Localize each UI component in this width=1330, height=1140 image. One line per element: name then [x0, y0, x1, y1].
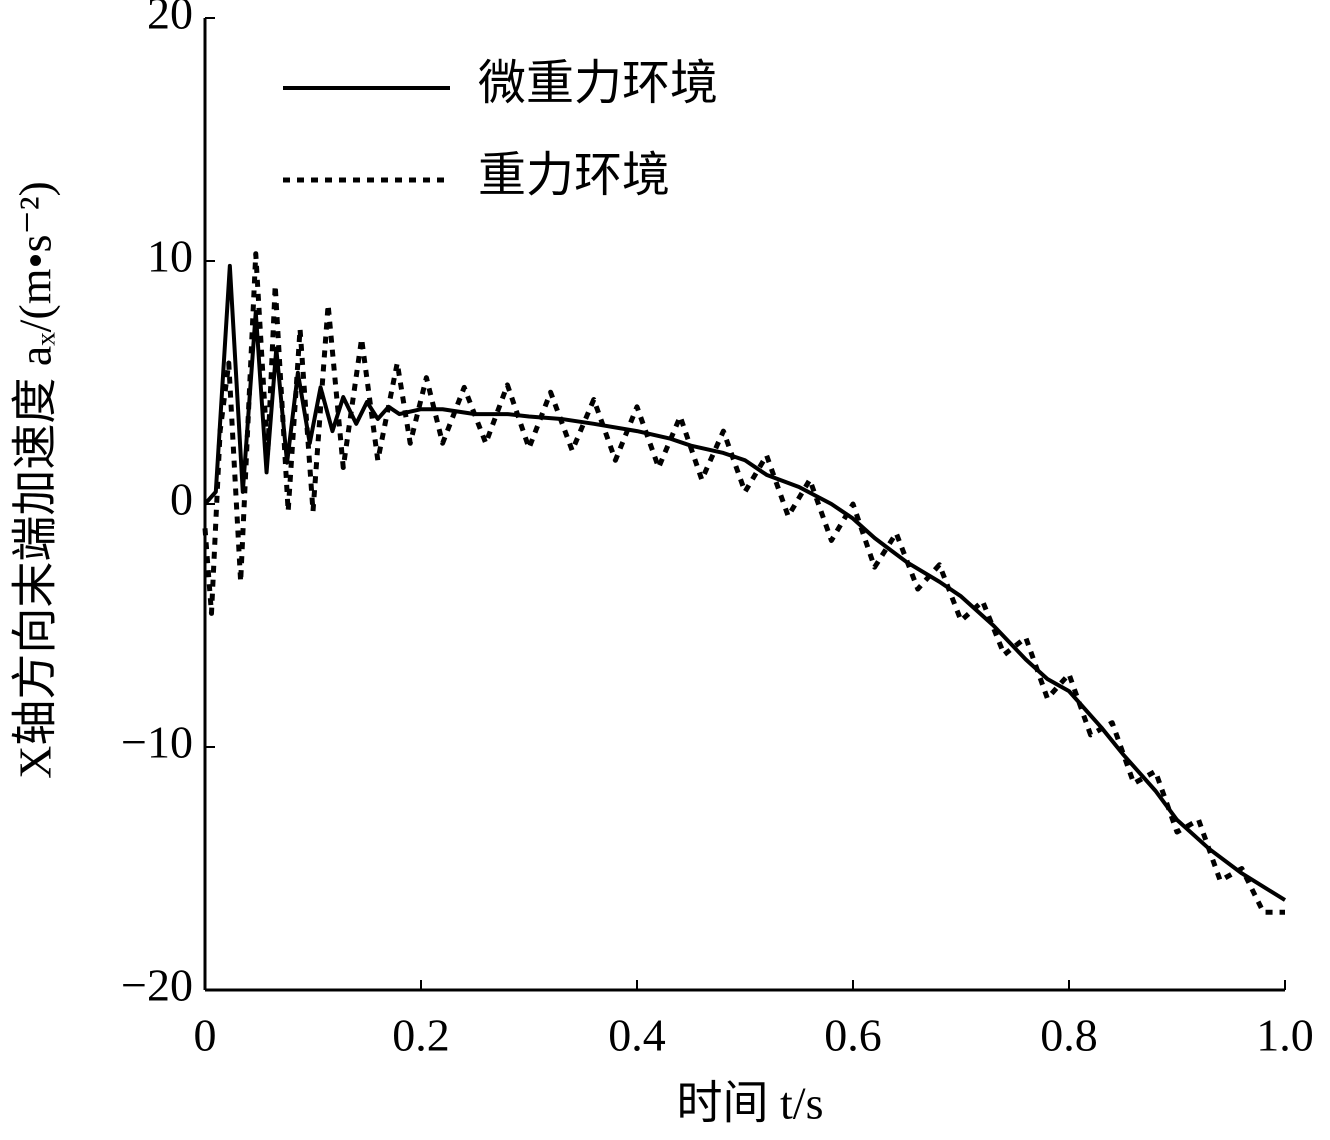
y-tick-label: 10 [147, 231, 193, 282]
x-tick-label: 0 [194, 1010, 217, 1061]
x-tick-label: 0.4 [608, 1010, 666, 1061]
x-tick-label: 0.2 [392, 1010, 450, 1061]
series-line [202, 251, 1285, 915]
x-tick-label: 0.8 [1040, 1010, 1098, 1061]
y-tick-label: 20 [147, 0, 193, 39]
x-tick-label: 0.6 [824, 1010, 882, 1061]
x-tick-label: 1.0 [1256, 1010, 1314, 1061]
y-tick-label: 0 [170, 474, 193, 525]
y-tick-label: −20 [121, 960, 193, 1011]
legend-label: 微重力环境 [478, 57, 718, 110]
x-axis-label: 时间 t/s [677, 1078, 824, 1129]
legend-label: 重力环境 [478, 149, 670, 202]
y-axis-label: X轴方向末端加速度 aₓ/(m•s⁻²) [10, 181, 61, 779]
series-line [203, 263, 1287, 902]
y-tick-label: −10 [121, 717, 193, 768]
